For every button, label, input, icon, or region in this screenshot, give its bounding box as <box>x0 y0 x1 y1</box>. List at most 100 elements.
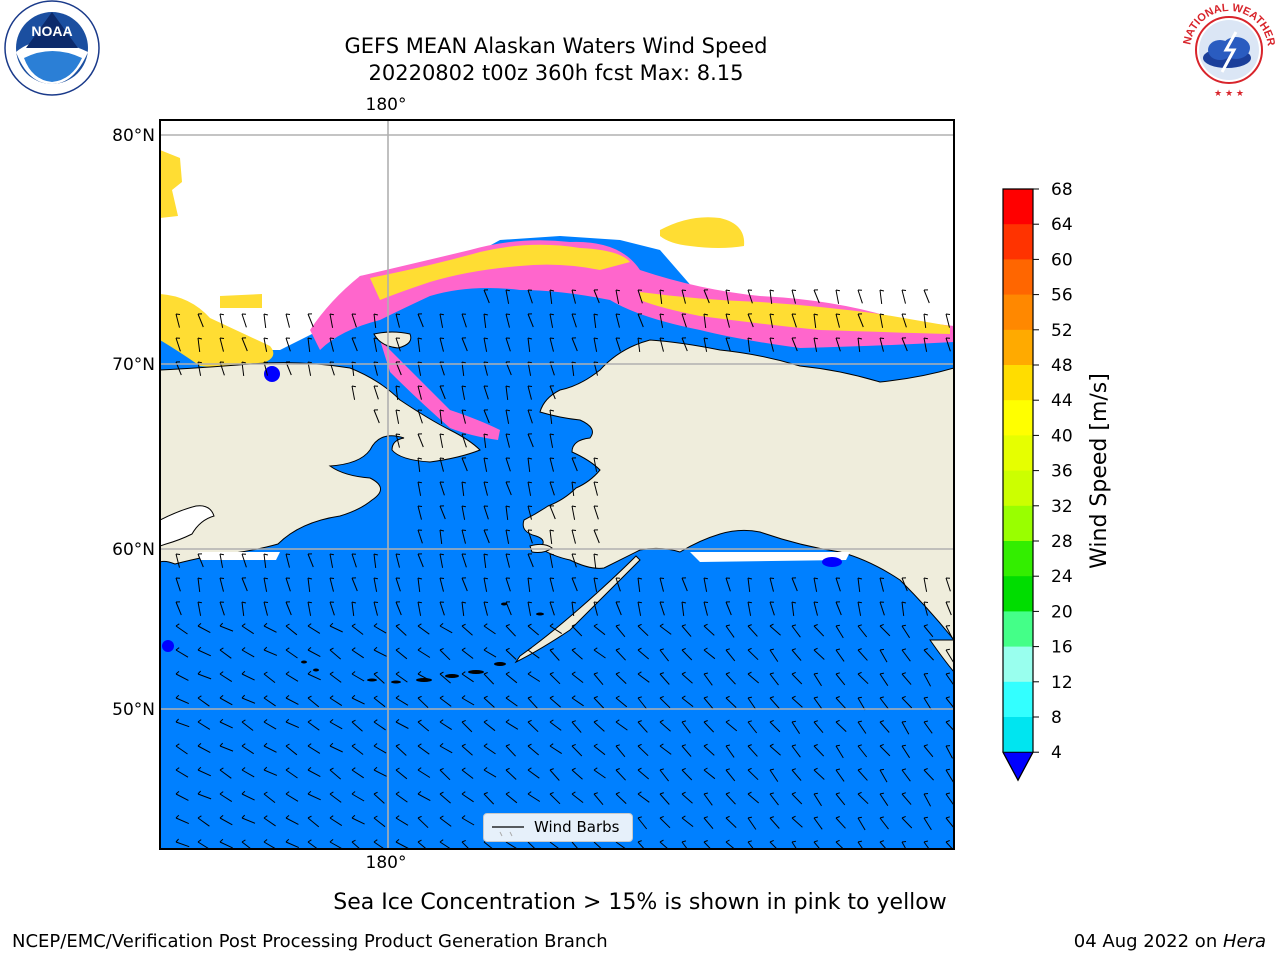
wind-barb-flag <box>395 695 400 699</box>
wind-barb-flag <box>549 623 554 627</box>
wind-barb <box>241 697 256 704</box>
wind-barb-flag <box>901 815 906 819</box>
wind-barb <box>197 697 210 707</box>
wind-barb-flag <box>395 815 400 819</box>
wind-barb <box>417 673 431 682</box>
wind-barb <box>813 601 818 616</box>
wind-barb-flag <box>505 744 510 747</box>
wind-barb-flag <box>351 385 356 388</box>
wind-barb <box>835 673 846 686</box>
wind-barb <box>879 841 887 849</box>
wind-barb-flag <box>351 814 356 819</box>
wind-barb-flag <box>923 577 928 580</box>
wind-barb <box>439 601 445 616</box>
wind-barb <box>593 289 600 304</box>
wind-barb-flag <box>527 361 532 364</box>
wind-barb <box>197 793 212 800</box>
wind-barb <box>835 577 841 592</box>
wind-barb <box>329 337 334 352</box>
wind-barb <box>593 841 603 849</box>
wind-barb-flag <box>879 720 884 723</box>
wind-barb <box>637 721 648 733</box>
wind-barb-flag <box>175 694 180 699</box>
wind-barb <box>219 577 224 592</box>
wind-barb-flag <box>549 671 554 675</box>
wind-barb <box>527 841 537 849</box>
wind-barb-flag <box>439 671 444 675</box>
wind-barb-flag <box>241 719 246 723</box>
wind-barb-flag <box>483 313 489 316</box>
wind-barb <box>549 457 554 472</box>
wind-barb <box>439 721 452 731</box>
wind-barb <box>241 337 248 352</box>
wind-barb-flag <box>395 719 400 723</box>
wind-barb-flag <box>659 815 664 819</box>
wind-barb <box>813 337 818 352</box>
colorbar-tick-label: 24 <box>1051 567 1073 587</box>
wind-barb <box>395 817 409 826</box>
no-data-region <box>160 120 954 350</box>
wind-barb <box>175 577 181 592</box>
wind-barb <box>703 577 708 592</box>
wind-barb-flag <box>813 696 819 699</box>
wind-barb <box>439 457 444 472</box>
wind-barb <box>439 697 452 707</box>
wind-barb <box>263 697 276 707</box>
sea-ice-yellow-band-1 <box>370 244 630 300</box>
wind-barb <box>549 577 554 592</box>
wind-barb <box>417 697 429 709</box>
wind-barb-flag <box>703 792 709 795</box>
wind-barb-flag <box>483 767 488 771</box>
wind-barb-flag <box>417 815 422 819</box>
wind-barb <box>285 745 298 756</box>
wind-barb-flag <box>659 623 664 627</box>
wind-barb <box>263 721 277 730</box>
wind-barb-flag <box>813 313 819 316</box>
wind-barb-flag <box>593 577 598 580</box>
footer-date-text: 04 Aug 2022 on <box>1073 931 1223 952</box>
wind-barb-flag <box>901 289 907 291</box>
wind-barb <box>461 673 474 683</box>
wind-barb-flag <box>747 577 753 580</box>
wind-barb-flag <box>527 647 532 651</box>
wind-barb <box>197 673 212 680</box>
wind-barb <box>857 337 861 352</box>
wind-barb <box>945 841 954 849</box>
wind-barb-flag <box>219 695 224 699</box>
wind-barb-flag <box>703 743 708 747</box>
wind-barb-flag <box>417 695 422 699</box>
wind-barb <box>857 697 866 711</box>
wind-barb <box>395 673 408 683</box>
wind-barb-flag <box>879 672 885 675</box>
wind-barb-flag <box>747 720 752 723</box>
wind-barb <box>285 769 298 779</box>
wind-barb <box>725 625 735 638</box>
wind-barb <box>769 793 779 806</box>
wind-barb <box>175 817 190 825</box>
wind-barb <box>197 601 202 616</box>
wind-barb <box>681 721 691 734</box>
wind-barb <box>725 841 736 849</box>
wind-barb-flag <box>615 671 620 675</box>
wind-barb-flag <box>461 719 466 723</box>
wind-barb-flag <box>681 744 686 747</box>
wind-barb-flag <box>351 623 356 627</box>
colorbar-segment <box>1003 611 1033 648</box>
wind-barb <box>527 289 533 304</box>
wind-barb <box>857 577 861 592</box>
wind-barb <box>593 505 599 520</box>
colorbar-tick-label: 68 <box>1051 180 1073 200</box>
sea-ice-yellow-patch-2 <box>160 150 182 218</box>
wind-barb-flag <box>703 337 708 340</box>
wind-barb-flag <box>373 553 379 556</box>
wind-barb-flag <box>483 337 488 340</box>
wind-barb-flag <box>395 385 401 388</box>
wind-barb <box>417 385 422 400</box>
wind-barb <box>527 625 540 636</box>
wind-barb-flag <box>285 623 290 627</box>
wind-barb <box>219 697 233 706</box>
wind-barb <box>285 625 298 636</box>
wind-barb-flag <box>923 601 929 603</box>
wind-barb <box>879 289 883 304</box>
wind-barb-flag <box>615 744 620 747</box>
